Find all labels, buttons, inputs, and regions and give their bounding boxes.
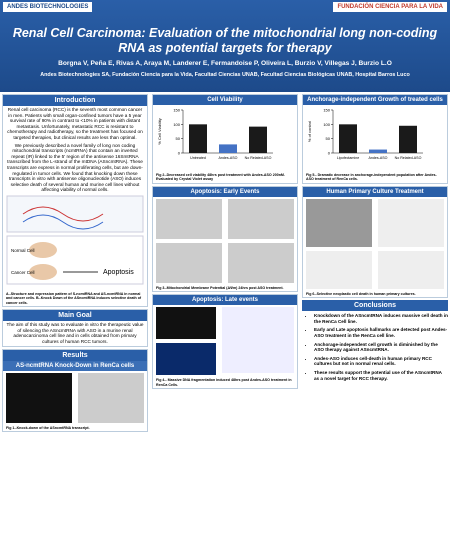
- figure: [3, 371, 147, 425]
- bar: [399, 125, 417, 153]
- conclusion-list: Knockdown of the ASncmtRNA induces massi…: [302, 313, 448, 381]
- x-tick-label: Lipofectamine: [337, 156, 359, 160]
- right-column: Anchorage-independent Growth of treated …: [302, 94, 448, 548]
- logo-right: FUNDACIÓN CIENCIA PARA LA VIDA: [333, 2, 447, 12]
- header: ANDES BIOTECHNOLOGIES FUNDACIÓN CIENCIA …: [0, 0, 450, 92]
- figure: [153, 305, 297, 377]
- image: [306, 250, 372, 289]
- transcript: [22, 214, 104, 230]
- section-title: Anchorage-independent Growth of treated …: [303, 95, 447, 105]
- anchorage: Anchorage-independent Growth of treated …: [302, 94, 448, 184]
- chart: % of control 0 50 100 150 Lipofectamine Andes-…: [307, 108, 423, 160]
- image: [156, 242, 222, 283]
- y-tick-label: 100: [323, 122, 330, 127]
- apoptosis-early: Apoptosis: Early Events Fig 3.-Mitochond…: [152, 185, 298, 293]
- bar: [249, 126, 267, 153]
- primary-culture: Human Primary Culture Treatment Fig 6.-S…: [302, 185, 448, 299]
- chart: % Cell Viability 0 50 100 150 Untreated Andes-…: [157, 108, 273, 160]
- y-tick-label: 0: [328, 151, 331, 156]
- y-tick-label: 50: [326, 136, 331, 141]
- authors: Borgna V, Peña E, Rivas A, Araya M, Land…: [58, 60, 392, 67]
- x-tick-label: No Related-ASO: [395, 156, 422, 160]
- conclusion: Andes-ASO induces cell-death in human pr…: [314, 356, 448, 367]
- x-tick-label: Andes-ASO: [369, 156, 388, 160]
- cell: [29, 263, 57, 280]
- caption: Fig 6.-Selective neoplastic cell death i…: [306, 291, 416, 296]
- image: [306, 198, 372, 247]
- caption: Fig 1.-Knock-down of the ASncmtRNA trans…: [6, 425, 90, 430]
- main-goal: Main Goal The aim of this study was to e…: [2, 309, 148, 347]
- section-title: Apoptosis: Late events: [153, 295, 297, 306]
- conclusions: Conclusions Knockdown of the ASncmtRNA i…: [302, 300, 448, 385]
- label: Apoptosis: [103, 269, 134, 276]
- affiliations: Andes Biotechnologies SA, Fundación Cien…: [40, 72, 410, 78]
- transcript: [22, 206, 104, 222]
- figure: [303, 197, 447, 291]
- image: [222, 307, 294, 374]
- conclusion: Anchorage-independent cell growth is dim…: [314, 342, 448, 353]
- paragraph: The aim of this study was to evaluate in…: [6, 322, 144, 344]
- image: [6, 372, 72, 423]
- logo-left: ANDES BIOTECHNOLOGIES: [3, 2, 93, 12]
- image: [156, 198, 222, 239]
- image: [378, 198, 444, 247]
- image: [78, 372, 144, 423]
- title: Renal Cell Carcinoma: Evaluation of the …: [12, 26, 438, 55]
- bar: [339, 124, 357, 153]
- caption: Fig 5.- Dramatic decrease in anchorage-i…: [306, 173, 437, 182]
- introduction: Introduction Renal cell carcinoma (RCC) …: [2, 94, 148, 308]
- panel-b: [6, 235, 144, 285]
- caption: Fig 2.-Decreased cell viability 48hrs po…: [156, 173, 285, 182]
- x-tick-label: Andes-ASO: [219, 156, 238, 160]
- y-axis-label: % Cell Viability: [157, 118, 162, 144]
- conclusion: These results support the potential use …: [314, 370, 448, 381]
- paragraph: Renal cell carcinoma (RCC) is the sevent…: [7, 107, 143, 140]
- apoptosis-late: Apoptosis: Late events Fig 4.- Massive D…: [152, 294, 298, 390]
- middle-column: Cell Viability % Cell Viability 0 50 100 150…: [152, 94, 298, 548]
- bar: [189, 124, 207, 153]
- label: Cancer Cell: [11, 270, 35, 275]
- image: [228, 198, 294, 239]
- image: [378, 250, 444, 289]
- x-tick-label: Untreated: [190, 156, 206, 160]
- paragraph: We previously described a novel family o…: [7, 142, 143, 193]
- results: Results AS-ncmtRNA Knock-Down in RenCa c…: [2, 348, 148, 432]
- y-tick-label: 150: [173, 108, 180, 113]
- x-tick-label: No Related-ASO: [245, 156, 272, 160]
- subtitle: AS-ncmtRNA Knock-Down in RenCa cells: [3, 360, 147, 371]
- y-tick-label: 100: [173, 122, 180, 127]
- image: [156, 343, 216, 376]
- bar: [369, 149, 387, 153]
- section-title: Main Goal: [3, 310, 147, 322]
- diagram: Normal Cell Cancer Cell Apoptosis: [6, 195, 144, 285]
- section-title: Conclusions: [302, 300, 448, 312]
- cell-viability: Cell Viability % Cell Viability 0 50 100 150…: [152, 94, 298, 184]
- bar: [219, 144, 237, 153]
- y-axis-label: % of control: [307, 121, 312, 142]
- y-tick-label: 150: [323, 108, 330, 113]
- cell: [29, 241, 57, 258]
- image-grid: [153, 305, 219, 377]
- section-title: Human Primary Culture Treatment: [303, 186, 447, 197]
- section-title: Cell Viability: [153, 95, 297, 105]
- figure: [153, 197, 297, 285]
- image: [228, 242, 294, 283]
- conclusion: Knockdown of the ASncmtRNA induces massi…: [314, 313, 448, 324]
- section-title: Introduction: [3, 95, 147, 106]
- panel-a: [6, 195, 144, 233]
- y-tick-label: 0: [178, 151, 181, 156]
- left-column: Introduction Renal cell carcinoma (RCC) …: [2, 94, 148, 548]
- label: Normal Cell: [11, 248, 35, 253]
- section-title: Results: [3, 349, 147, 361]
- y-tick-label: 50: [176, 136, 181, 141]
- caption: A.-Structure and expression pattern of S…: [6, 291, 142, 305]
- caption: Fig 4.- Massive DNA fragmentation induce…: [156, 378, 292, 387]
- image: [156, 307, 216, 340]
- section-title: Apoptosis: Early Events: [153, 186, 297, 197]
- caption: Fig 3.-Mitochondrial Membrane Potential …: [156, 285, 284, 290]
- conclusion: Early and Late apoptosis hallmarks are d…: [314, 327, 448, 338]
